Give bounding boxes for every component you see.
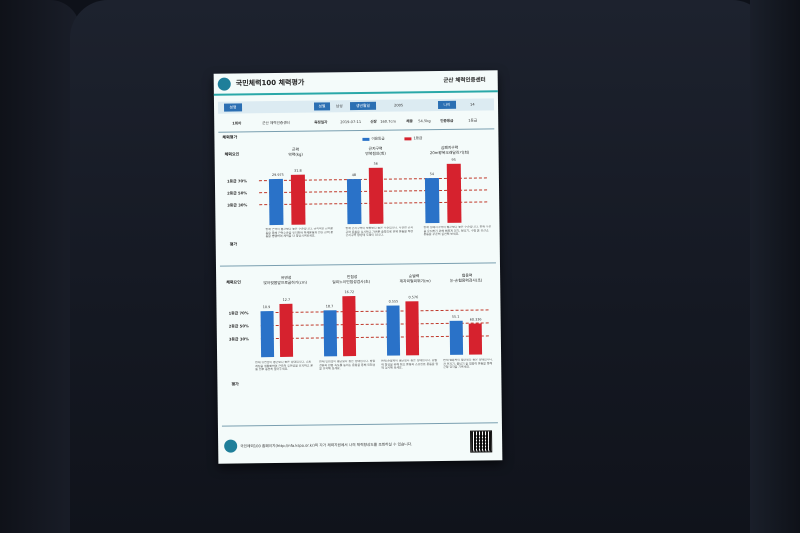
bar-endurance-user bbox=[346, 178, 362, 225]
eval-text: 현재 민첩성이 평균보다 높은 상태입니다. 방향 전환과 반응 속도를 높이는… bbox=[319, 359, 376, 371]
eval-text: 현재 순발력이 평균보다 높은 상태입니다. 순발력 향상을 위해 점프 운동과… bbox=[381, 359, 439, 370]
bar-strength-user bbox=[268, 178, 284, 226]
weight-value: 54.5kg bbox=[418, 119, 431, 124]
value-label: 60.336 bbox=[469, 317, 482, 322]
gender-tag: 성별 bbox=[313, 102, 331, 111]
eval-text: 현재 유연성이 평균보다 높은 상태입니다. 스트레칭을 생활화하여 근육의 유… bbox=[255, 360, 314, 372]
top-row-label: 체력요인 bbox=[224, 151, 240, 157]
metric-unit-agility: 일리노이민첩성검사(초) bbox=[332, 278, 371, 285]
footer-note: 국민체력100 홈페이지(http://nfa.kspo.or.kr)의 자가 … bbox=[240, 442, 413, 449]
fitness-report-sheet: 국민체력100 체력평가 군산 체력인증센터 성명 성별 남성 생년월일 200… bbox=[213, 70, 503, 464]
divider bbox=[218, 128, 495, 133]
round-label: 1회차 bbox=[232, 121, 242, 126]
metric-unit-endurance: 반복점프(회) bbox=[365, 150, 386, 156]
eval-text: 현재 근지구력이 보통보다 높은 수준입니다. 꾸준한 근지구력 운동을 실시하… bbox=[345, 226, 414, 238]
bar-power-grade1 bbox=[405, 301, 420, 356]
value-label: 56 bbox=[373, 161, 378, 166]
date-value: 2019-07-11 bbox=[340, 119, 362, 125]
top-eval-label: 평가 bbox=[229, 241, 238, 247]
bar-power-user bbox=[386, 305, 401, 356]
grade-line-label: 2등급 50% bbox=[228, 323, 249, 329]
section-title: 체력평가 bbox=[222, 134, 238, 140]
legend-blue-swatch bbox=[362, 137, 370, 141]
bar-cardio-grade1 bbox=[446, 163, 462, 223]
value-label: 12.7 bbox=[282, 297, 291, 302]
eval-text: 현재 근력이 평균보다 높은 수준입니다. 규칙적인 근력운동을 통해 근력수준… bbox=[265, 227, 334, 239]
divider bbox=[221, 422, 498, 427]
report-title: 국민체력100 체력평가 bbox=[235, 78, 305, 88]
height-label: 신장 bbox=[370, 119, 377, 124]
grade-value: 1등급 bbox=[468, 118, 478, 123]
center-name: 군산 체력인증센터 bbox=[443, 77, 486, 84]
legend-blue-label: 이용등급 bbox=[371, 136, 385, 141]
value-label: 29.975 bbox=[271, 172, 284, 178]
grade-line-label: 1등급 70% bbox=[228, 310, 249, 316]
value-label: 31.8 bbox=[294, 168, 302, 173]
grade-line-label: 2등급 50% bbox=[227, 190, 248, 196]
report-header: 국민체력100 체력평가 군산 체력인증센터 bbox=[213, 70, 498, 96]
right-seat-edge bbox=[750, 0, 800, 533]
eval-text: 현재 심폐지구력이 평균보다 높은 수준입니다. 현재 수준을 유지하기 위해 … bbox=[423, 225, 492, 237]
value-label: 95 bbox=[451, 157, 456, 162]
legend-red-swatch bbox=[404, 137, 412, 141]
weight-label: 체중 bbox=[406, 119, 413, 124]
bar-agility-user bbox=[323, 310, 338, 357]
bar-cardio-user bbox=[424, 178, 440, 224]
gender-value: 남성 bbox=[336, 104, 343, 109]
value-label: 54 bbox=[429, 172, 435, 177]
metric-unit-strength: 악력(kg) bbox=[288, 151, 303, 157]
bar-flexibility-grade1 bbox=[279, 303, 294, 357]
value-label: 10.9 bbox=[262, 305, 271, 310]
value-label: 16.72 bbox=[344, 290, 355, 295]
date-label: 측정일자 bbox=[314, 120, 328, 125]
adjacent-seat bbox=[0, 0, 80, 533]
age-tag: 나이 bbox=[437, 100, 457, 110]
birth-value: 2005 bbox=[394, 103, 404, 108]
metric-unit-flexibility: 앉아윗몸앞으로굽히기(cm) bbox=[263, 279, 308, 286]
value-label: 0.555 bbox=[388, 299, 399, 304]
divider bbox=[219, 262, 496, 267]
grade-line-label: 1등급 70% bbox=[226, 178, 248, 184]
logo-icon bbox=[217, 77, 231, 91]
bar-agility-grade1 bbox=[342, 296, 357, 357]
bottom-row-label: 체력요인 bbox=[226, 279, 241, 285]
grade-line bbox=[260, 309, 489, 314]
name-tag: 성명 bbox=[223, 103, 243, 112]
legend-red-label: 1등급 bbox=[413, 136, 423, 141]
value-label: 18.7 bbox=[325, 304, 334, 309]
metric-unit-cardio: 20m왕복오래달리기(회) bbox=[429, 149, 470, 156]
grade-label: 인증등급 bbox=[440, 118, 454, 123]
bottom-eval-label: 평가 bbox=[231, 381, 239, 387]
value-label: 48 bbox=[351, 173, 357, 178]
eval-text: 현재 협응력이 평균보다 높은 상태입니다. 공 던지기, 줄넘기 등 협응력 … bbox=[443, 358, 493, 370]
visit-center: 군산 체력인증센터 bbox=[262, 120, 290, 126]
height-value: 160.7cm bbox=[380, 119, 397, 124]
birth-tag: 생년월일 bbox=[349, 101, 377, 111]
bar-flexibility-user bbox=[260, 311, 275, 358]
qr-code-icon bbox=[470, 430, 493, 453]
bar-coordination-grade1 bbox=[468, 323, 483, 355]
age-value: 14 bbox=[470, 102, 475, 107]
grade-line-label: 3등급 30% bbox=[227, 202, 248, 208]
grade-line-label: 3등급 30% bbox=[228, 336, 249, 342]
bar-coordination-user bbox=[449, 320, 464, 355]
value-label: 0.576 bbox=[408, 295, 419, 300]
bar-endurance-grade1 bbox=[368, 167, 384, 224]
bar-strength-grade1 bbox=[290, 174, 306, 225]
footer-logo-icon bbox=[224, 439, 238, 453]
metric-unit-coordination: 눈-손협응력검사(초) bbox=[449, 277, 483, 283]
